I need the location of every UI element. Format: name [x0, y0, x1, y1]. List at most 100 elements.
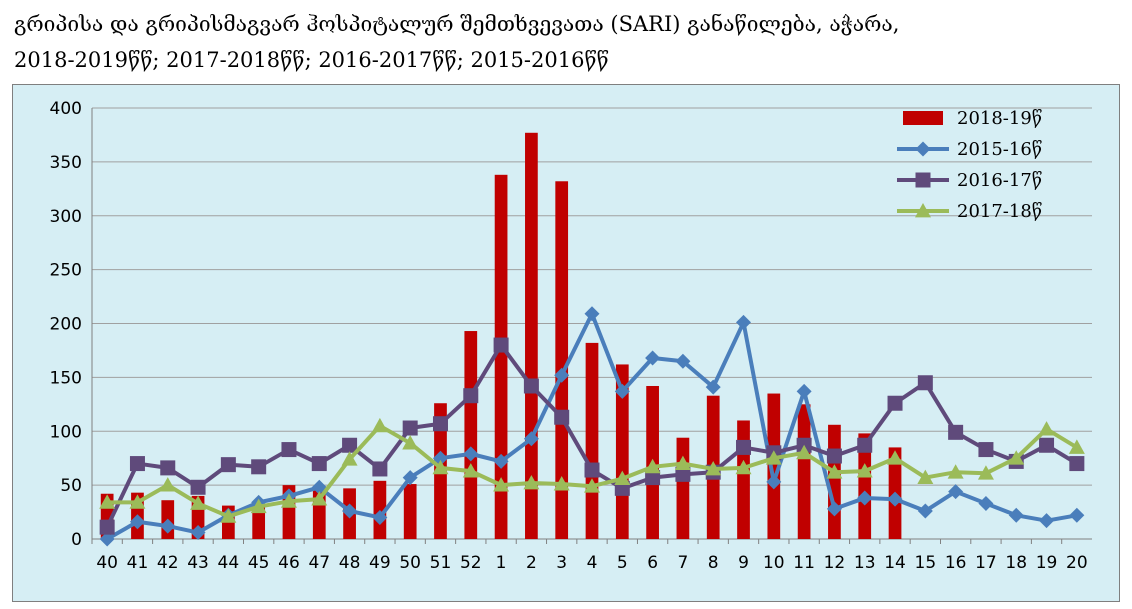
series-point: [129, 494, 146, 509]
series-point: [160, 518, 176, 534]
series-point: [1068, 439, 1085, 454]
series-point: [584, 306, 600, 322]
series-point: [493, 337, 509, 353]
series-point: [342, 503, 358, 519]
series-point: [705, 460, 722, 476]
series-point: [826, 501, 842, 517]
x-tick-label: 14: [884, 553, 906, 573]
series-point: [311, 491, 328, 506]
y-tick-label: 300: [50, 207, 82, 227]
x-tick-label: 42: [157, 553, 179, 573]
series-point: [129, 456, 145, 472]
series-point: [796, 383, 812, 399]
legend-swatch-marker: [915, 203, 931, 218]
series-point: [342, 437, 358, 453]
x-tick-label: 52: [460, 553, 482, 573]
series-point: [553, 476, 570, 491]
series-point: [857, 437, 873, 453]
series-point: [736, 314, 752, 330]
series-point: [159, 477, 176, 492]
series-point: [402, 470, 418, 486]
legend-label: 2017-18წ: [957, 201, 1042, 222]
x-tick-label: 40: [96, 553, 118, 573]
title-line-2: 2018-2019წწ; 2017-2018წწ; 2016-2017წწ; 2…: [14, 48, 609, 72]
bar: [767, 393, 781, 539]
x-tick-label: 50: [399, 553, 421, 573]
x-tick-label: 15: [915, 553, 937, 573]
bar: [828, 424, 841, 539]
series-point: [463, 446, 479, 462]
series-point: [735, 459, 752, 475]
series-point: [977, 465, 994, 480]
series-point: [584, 478, 600, 493]
y-tick-label: 100: [50, 422, 82, 442]
series-point: [1039, 437, 1055, 453]
series-point: [523, 474, 540, 490]
series-point: [675, 353, 691, 369]
series-point: [554, 409, 570, 425]
series-point: [371, 417, 388, 433]
series-point: [280, 493, 297, 508]
series-point: [554, 367, 570, 383]
x-tick-label: 18: [1005, 553, 1027, 573]
series-point: [584, 462, 600, 478]
series-point: [887, 395, 903, 411]
x-tick-label: 11: [793, 553, 815, 573]
series-point: [645, 350, 661, 366]
series-point: [644, 458, 661, 474]
series-point: [341, 451, 358, 466]
series-point: [736, 439, 752, 455]
series-point: [432, 450, 448, 466]
series-point: [432, 416, 448, 432]
legend-label: 2016-17წ: [957, 170, 1042, 191]
series-point: [948, 424, 964, 440]
series-point: [645, 470, 661, 486]
y-tick-label: 350: [50, 153, 82, 173]
series-point: [887, 491, 903, 507]
series-point: [796, 444, 813, 460]
series-point: [947, 464, 964, 479]
series-point: [948, 484, 964, 500]
series-point: [190, 525, 206, 541]
series-point: [462, 463, 479, 478]
series-point: [250, 498, 267, 514]
bar: [403, 484, 417, 539]
x-tick-label: 1: [496, 553, 507, 573]
series-point: [826, 464, 843, 479]
series-point: [372, 461, 388, 477]
series-point: [1008, 450, 1025, 465]
series-point: [614, 383, 630, 399]
series-point: [887, 450, 904, 465]
x-tick-label: 6: [647, 553, 658, 573]
series-point: [826, 448, 842, 464]
series-point: [1069, 507, 1085, 523]
series-point: [160, 460, 176, 476]
series-point: [402, 420, 418, 436]
x-tick-label: 47: [308, 553, 330, 573]
x-tick-label: 46: [278, 553, 300, 573]
y-tick-label: 150: [50, 368, 82, 388]
y-tick-label: 250: [50, 261, 82, 281]
series-point: [675, 466, 691, 482]
series-point: [1069, 456, 1085, 472]
series-point: [917, 503, 933, 519]
legend-swatch-marker: [915, 172, 931, 188]
series-point: [372, 509, 388, 525]
legend-label: 2018-19წ: [957, 108, 1042, 129]
series-point: [978, 442, 994, 458]
x-tick-label: 20: [1066, 553, 1088, 573]
series-point: [99, 531, 115, 547]
x-tick-label: 43: [187, 553, 209, 573]
y-tick-label: 0: [71, 530, 82, 550]
series-point: [463, 388, 479, 404]
legend-label: 2015-16წ: [957, 139, 1042, 160]
series-point: [766, 474, 782, 490]
series-point: [99, 519, 115, 535]
x-tick-label: 51: [430, 553, 452, 573]
x-tick-label: 4: [587, 553, 598, 573]
x-tick-label: 45: [248, 553, 270, 573]
series-point: [220, 508, 237, 523]
series-point: [432, 459, 449, 475]
series-point: [99, 494, 116, 509]
